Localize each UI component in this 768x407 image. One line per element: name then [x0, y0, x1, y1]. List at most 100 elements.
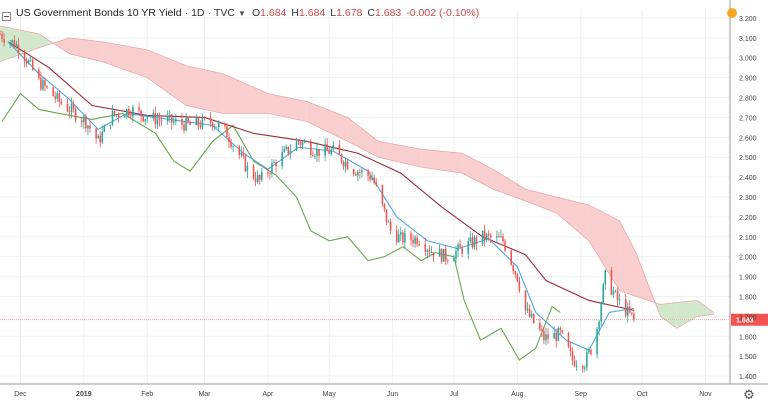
- cloud-bearish: [556, 197, 589, 241]
- candle-down: [181, 119, 183, 125]
- candle-down: [373, 177, 375, 184]
- cloud-bearish: [462, 153, 493, 190]
- candle-down: [342, 161, 345, 167]
- x-tick-label: Jul: [449, 391, 458, 398]
- candle-up: [598, 321, 600, 329]
- candle-up: [289, 150, 292, 154]
- open-value: O1.684: [251, 7, 287, 19]
- candle-up: [438, 248, 441, 257]
- x-tick-label: Oct: [637, 391, 648, 398]
- candle-down: [215, 126, 218, 128]
- candle-down: [170, 114, 173, 123]
- candle-down: [275, 162, 277, 167]
- candle-down: [582, 365, 584, 369]
- candle-up: [273, 162, 275, 163]
- x-tick-label: Feb: [141, 391, 153, 398]
- candle-down: [424, 244, 427, 252]
- candle-up: [469, 237, 472, 242]
- candle-down: [483, 230, 486, 240]
- candle-down: [510, 250, 512, 265]
- candle-up: [240, 153, 243, 155]
- candle-down: [541, 330, 543, 332]
- candle-down: [189, 122, 191, 125]
- candle-up: [414, 237, 416, 244]
- symbol-header: US Government Bonds 10 YR Yield · 1D · T…: [16, 7, 480, 19]
- x-tick-label: May: [323, 391, 337, 398]
- candle-down: [318, 148, 320, 156]
- candle-down: [269, 173, 271, 175]
- candle-down: [203, 117, 206, 119]
- candle-up: [283, 148, 285, 153]
- candle-up: [314, 155, 316, 157]
- candle-up: [332, 144, 335, 150]
- candle-down: [389, 221, 392, 231]
- candle-up: [602, 284, 604, 305]
- candle-down: [631, 312, 633, 314]
- candle-up: [260, 172, 263, 180]
- cloud-bearish: [347, 117, 379, 158]
- chevron-down-icon[interactable]: ▼: [238, 8, 246, 18]
- orange-dot-icon[interactable]: [727, 8, 737, 18]
- candle-up: [357, 172, 359, 176]
- candle-up: [213, 126, 216, 128]
- candle-down: [512, 264, 515, 271]
- candle-up: [201, 117, 204, 128]
- candle-up: [612, 291, 615, 295]
- candle-up: [557, 328, 560, 341]
- candle-down: [252, 166, 255, 179]
- candle-down: [228, 137, 230, 143]
- x-tick-label: Nov: [699, 391, 712, 398]
- candle-down: [539, 323, 541, 331]
- candle-up: [109, 124, 112, 126]
- candle-down: [89, 125, 91, 129]
- candle-up: [453, 258, 455, 261]
- candle-down: [461, 247, 463, 254]
- symbol-title[interactable]: US Government Bonds 10 YR Yield: [16, 7, 182, 19]
- y-tick-label: 2.400: [739, 175, 757, 182]
- candle-up: [166, 117, 169, 122]
- change-value: -0.002 (-0.10%): [406, 7, 480, 19]
- candle-down: [459, 244, 461, 248]
- x-tick-label: Mar: [198, 391, 211, 398]
- candle-down: [471, 237, 474, 248]
- ichimoku-cloud: [0, 25, 714, 329]
- candle-up: [42, 80, 44, 90]
- candle-down: [254, 178, 257, 182]
- candle-down: [355, 174, 357, 176]
- y-tick-label: 2.700: [739, 115, 757, 122]
- grid: [0, 10, 730, 384]
- y-tick-label: 2.900: [739, 76, 757, 83]
- candle-down: [209, 118, 212, 123]
- candle-down: [0, 33, 1, 35]
- candle-up: [218, 123, 220, 128]
- candle-down: [3, 38, 5, 43]
- candle-up: [387, 221, 390, 223]
- candle-up: [232, 146, 234, 148]
- candle-up: [371, 177, 373, 180]
- candle-up: [584, 367, 586, 369]
- candle-up: [156, 119, 159, 125]
- candle-down: [629, 306, 631, 313]
- x-tick-label: Aug: [511, 391, 524, 398]
- candle-down: [532, 313, 535, 324]
- candle-down: [569, 347, 572, 352]
- candle-up: [324, 144, 326, 156]
- x-tick-label: Apr: [262, 391, 274, 398]
- minus-square-icon[interactable]: [2, 8, 11, 21]
- candle-down: [244, 155, 247, 172]
- candle-down: [338, 144, 341, 155]
- candle-down: [13, 40, 16, 48]
- candle-down: [226, 126, 228, 138]
- axes: 3.200 3.100 3.000 2.900 2.800 2.700 2.600 2.500…: [0, 0, 768, 398]
- candle-down: [17, 44, 20, 53]
- cloud-bearish: [421, 149, 463, 174]
- interval-label[interactable]: 1D: [191, 7, 205, 19]
- candle-up: [604, 269, 607, 285]
- candle-down: [52, 87, 54, 97]
- gear-icon[interactable]: ⚙: [743, 387, 755, 402]
- candle-up: [344, 161, 347, 167]
- candle-up: [301, 142, 304, 146]
- candle-up: [70, 104, 73, 113]
